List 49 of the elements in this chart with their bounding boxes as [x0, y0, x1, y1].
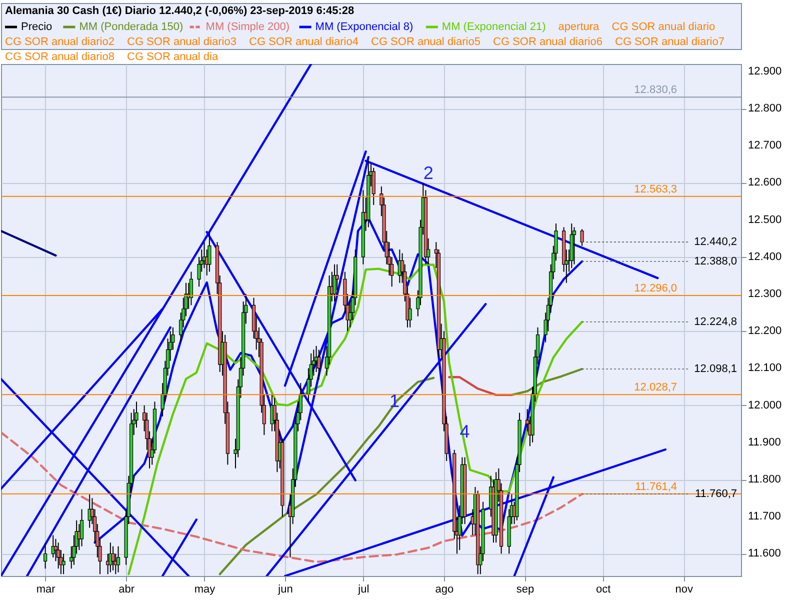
ref-line-label: 12.563,3 [634, 183, 677, 196]
x-tick-label: may [194, 584, 216, 596]
ref-line-label: 11.761,4 [634, 480, 677, 493]
x-tick-label: ago [435, 584, 454, 596]
legend-label: MM (Ponderada 150) [79, 21, 184, 33]
y-tick-label: 12.900 [748, 65, 782, 78]
y-tick-label: 12.400 [748, 250, 782, 263]
y-tick-label: 11.600 [748, 548, 781, 560]
ref-line-label: 12.830,6 [634, 84, 677, 96]
annotation: 2 [423, 163, 434, 184]
legend-label: MM (Exponencial 8) [315, 21, 414, 33]
legend-label: MM (Exponencial 21) [442, 21, 546, 33]
y-tick-label: 12.700 [748, 140, 782, 152]
y-tick-label: 11.800 [748, 474, 781, 486]
x-tick-label: jun [277, 584, 293, 596]
annotation: 12.388,0 [694, 255, 737, 268]
text: CG SOR anual diario [612, 21, 716, 33]
text: CG SOR anual diario6 [493, 36, 602, 48]
legend-label: Precio [21, 21, 52, 33]
y-tick-label: 12.800 [748, 102, 782, 115]
y-tick-label: 11.700 [748, 510, 781, 523]
x-tick-label: oct [596, 584, 611, 596]
x-tick-label: sep [516, 584, 534, 596]
y-tick-label: 11.900 [748, 436, 781, 448]
text: CG SOR anual diario3 [127, 36, 236, 48]
x-tick-label: mar [36, 584, 56, 596]
annotation: 12.098,1 [694, 362, 737, 375]
y-tick-label: 12.000 [748, 399, 782, 412]
y-tick-label: 12.200 [748, 325, 782, 338]
x-tick-label: jul [357, 584, 370, 596]
x-tick-label: nov [675, 584, 694, 596]
y-tick-label: 12.500 [748, 214, 782, 226]
y-tick-label: 12.100 [748, 362, 782, 374]
text: CG SOR anual diario8 [5, 51, 114, 63]
y-tick-label: 12.600 [748, 176, 782, 189]
text: CG SOR anual diario5 [371, 36, 480, 48]
chart-title: Alemania 30 Cash (1€) Diario 12.440,2 (-0,06%) 23-sep-2019 6:45:28 [5, 5, 354, 17]
text: CG SOR anual diario2 [5, 36, 114, 48]
y-tick-label: 12.300 [748, 288, 782, 300]
ref-line-label: 12.296,0 [634, 282, 677, 295]
annotation: 12.224,8 [694, 316, 737, 328]
ref-line-label: 12.028,7 [634, 382, 677, 394]
annotation: 12.440,2 [694, 236, 737, 248]
legend-label: MM (Simple 200) [206, 21, 290, 33]
text: apertura [558, 21, 600, 33]
text: CG SOR anual dia [127, 51, 219, 63]
text: CG SOR anual diario7 [615, 36, 724, 48]
text: CG SOR anual diario4 [249, 36, 358, 48]
x-tick-label: abr [118, 584, 135, 596]
